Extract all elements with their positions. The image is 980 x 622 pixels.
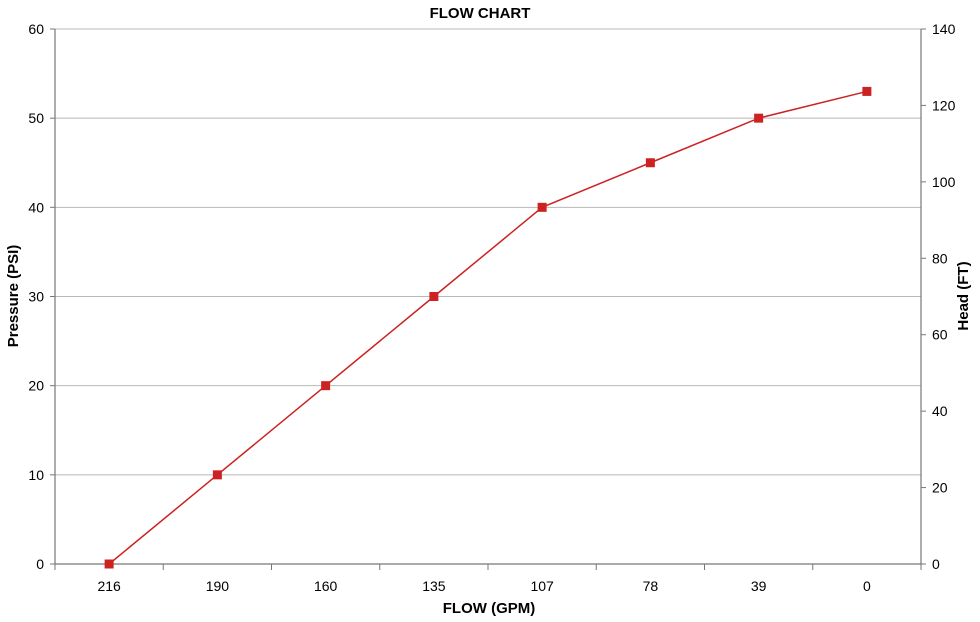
y-right-tick-label: 80 <box>932 250 948 266</box>
y-axis-right-ticks: 0 20 40 60 80 100 120 140 <box>921 21 956 572</box>
data-point-marker <box>645 158 655 168</box>
x-tick-label: 190 <box>206 578 230 594</box>
chart-title: FLOW CHART <box>430 5 531 22</box>
data-point-marker <box>862 86 872 96</box>
x-tick-label: 216 <box>97 578 121 594</box>
y-left-tick-label: 20 <box>28 378 44 394</box>
x-tick-label: 0 <box>863 578 871 594</box>
y-axis-left-title: Pressure (PSI) <box>5 245 22 348</box>
series-line <box>108 90 868 565</box>
y-left-tick-label: 10 <box>28 467 44 483</box>
x-tick-label: 78 <box>643 578 659 594</box>
series-group <box>104 86 872 569</box>
y-axis-right-title: Head (FT) <box>955 261 972 330</box>
data-point-marker <box>754 113 764 123</box>
y-right-tick-label: 20 <box>932 480 948 496</box>
y-left-tick-label: 50 <box>28 110 44 126</box>
y-left-tick-label: 0 <box>36 556 44 572</box>
x-tick-label: 160 <box>314 578 338 594</box>
y-right-tick-label: 120 <box>932 97 956 113</box>
x-tick-label: 135 <box>422 578 446 594</box>
data-point-marker <box>429 292 439 301</box>
x-axis-ticks: 216 190 160 135 107 78 39 0 <box>54 564 922 594</box>
y-right-tick-label: 0 <box>932 556 940 572</box>
y-right-tick-label: 140 <box>932 21 956 37</box>
y-axis-left-ticks: 0 10 20 30 40 50 60 <box>28 21 55 572</box>
y-left-tick-label: 60 <box>28 21 44 37</box>
y-left-tick-label: 30 <box>28 289 44 305</box>
y-right-tick-label: 40 <box>932 403 948 419</box>
data-point-marker <box>537 202 547 212</box>
y-left-tick-label: 40 <box>28 199 44 215</box>
x-axis-title: FLOW (GPM) <box>443 600 535 617</box>
x-tick-label: 107 <box>530 578 554 594</box>
data-point-marker <box>104 559 114 569</box>
data-point-marker <box>212 470 222 480</box>
x-tick-label: 39 <box>751 578 767 594</box>
data-point-marker <box>321 381 331 391</box>
y-right-tick-label: 100 <box>932 174 956 190</box>
gridlines <box>55 28 921 476</box>
y-right-tick-label: 60 <box>932 327 948 343</box>
